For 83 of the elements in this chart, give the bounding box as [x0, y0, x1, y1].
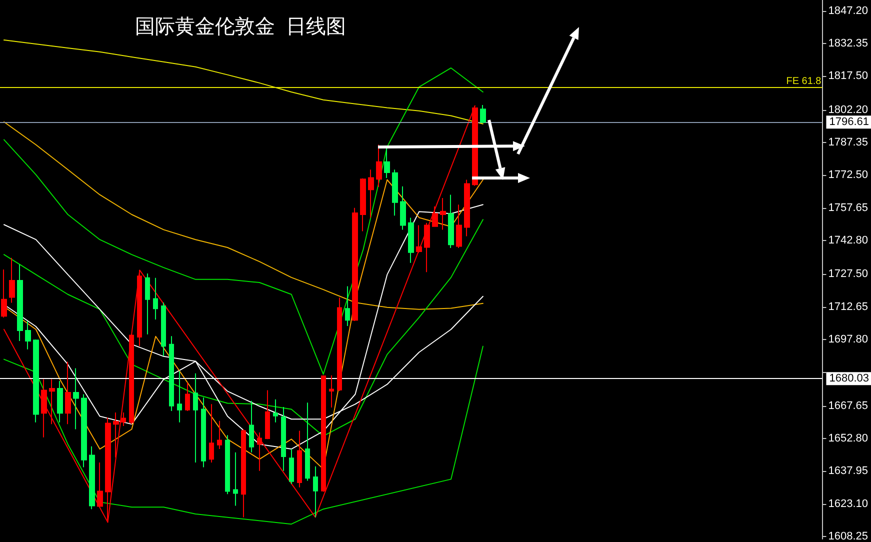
candlestick: [17, 264, 23, 342]
candlestick: [161, 302, 166, 356]
candlestick: [137, 270, 142, 347]
candlestick: [33, 338, 39, 423]
candlestick: [9, 257, 15, 304]
candlestick: [177, 370, 182, 423]
candlestick: [185, 382, 190, 412]
candlestick: [217, 420, 222, 450]
candlestick: [193, 372, 198, 463]
ref-line-label: 1680.03: [829, 372, 870, 385]
candlestick: [392, 169, 398, 216]
candlestick: [464, 179, 470, 237]
y-tick-label: 1727.50: [828, 268, 868, 280]
candlestick: [153, 277, 158, 320]
y-tick-label: 1757.65: [828, 202, 868, 214]
candlestick: [448, 194, 454, 248]
text: 国际黄金伦敦金 日线图: [135, 16, 346, 38]
candlestick: [321, 374, 326, 492]
candlestick: [41, 378, 47, 438]
line-series: [3, 67, 484, 375]
candlestick: [25, 320, 31, 350]
candlestick: [201, 397, 206, 468]
y-tick-label: 1832.35: [828, 37, 868, 50]
candlestick: [65, 361, 71, 425]
ref-line-label: FE 61.8: [786, 76, 822, 88]
candlestick: [360, 178, 366, 232]
candlestick: [81, 394, 87, 468]
candlestick: [73, 368, 79, 430]
candlestick: [249, 400, 254, 453]
candlestick: [257, 432, 262, 472]
y-tick-label: 1772.50: [828, 169, 868, 182]
line-series: [3, 105, 476, 523]
y-tick-label: 1802.20: [828, 104, 868, 116]
candlestick: [400, 186, 406, 230]
y-tick-label: 1667.65: [828, 400, 868, 412]
candlestick: [57, 380, 63, 423]
y-tick-label: 1817.50: [828, 70, 868, 82]
candlestick: [297, 430, 302, 488]
candlestick: [145, 272, 150, 335]
candlestick: [121, 412, 126, 426]
line-series: [3, 121, 484, 310]
candlestick: [376, 144, 382, 188]
candlestick: [432, 206, 438, 228]
candlestick: [273, 398, 278, 423]
candlestick: [241, 428, 246, 518]
candlestick: [352, 207, 358, 322]
candlestick: [416, 224, 422, 254]
candlestick: [209, 404, 214, 463]
candlestick: [368, 169, 374, 218]
y-tick-label: 1787.35: [828, 136, 868, 148]
candlestick: [129, 334, 134, 425]
y-tick-label: 1742.80: [828, 234, 868, 246]
candlestick: [440, 198, 446, 230]
ref-line-label: 1796.61: [829, 116, 870, 128]
candlestick: [480, 104, 486, 124]
candlestick: [225, 434, 230, 495]
candlestick: [89, 446, 95, 510]
candlestick: [113, 412, 119, 458]
candlestick: [233, 452, 238, 506]
candlestick: [408, 217, 414, 264]
candlestick: [424, 222, 430, 273]
candlestick: [281, 406, 286, 472]
y-tick-label: 1608.25: [828, 530, 868, 542]
candlestick: [169, 336, 174, 412]
candlestick: [456, 204, 462, 248]
y-tick-label: 1847.20: [828, 4, 868, 17]
candlestick: [265, 390, 270, 440]
y-tick-label: 1697.80: [828, 333, 868, 346]
candlestick: [49, 378, 55, 425]
y-tick-label: 1637.95: [828, 465, 868, 478]
candlestick: [329, 374, 334, 408]
candlestick: [97, 462, 103, 508]
candlestick: [305, 402, 310, 482]
candlestick: [345, 286, 350, 327]
candlestick: [337, 297, 342, 392]
candlestick: [384, 146, 390, 178]
y-tick-label: 1652.80: [828, 432, 868, 444]
line-series: [3, 346, 484, 525]
y-tick-label: 1623.10: [828, 498, 868, 510]
candlestick: [289, 448, 294, 485]
candlestick: [313, 466, 318, 518]
y-tick-label: 1712.65: [828, 300, 868, 313]
candlestick: [1, 269, 7, 318]
